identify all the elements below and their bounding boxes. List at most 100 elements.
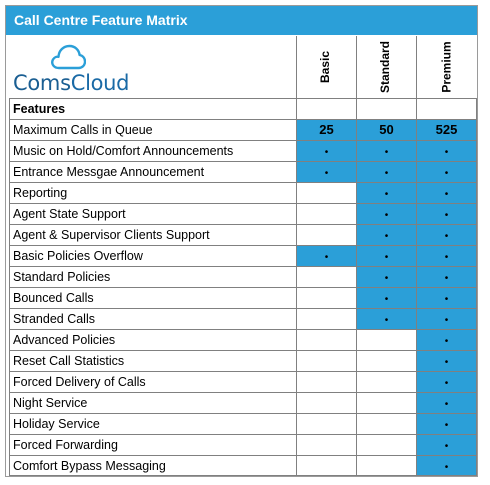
feature-label: Reset Call Statistics (9, 350, 296, 371)
table-row: Bounced Calls • • (6, 287, 477, 308)
table-row: Maximum Calls in Queue 25 50 525 (6, 119, 477, 140)
included-marker: • (384, 273, 389, 284)
tier-cell-basic (296, 413, 356, 434)
tier-cell-basic (296, 329, 356, 350)
tier-cell-premium: • (416, 329, 477, 350)
included-marker: • (444, 168, 449, 179)
included-marker: • (384, 210, 389, 221)
table-row: Basic Policies Overflow • • • (6, 245, 477, 266)
feature-label: Bounced Calls (9, 287, 296, 308)
included-marker: • (324, 147, 329, 158)
tier-cell-basic: • (296, 245, 356, 266)
tier-cell-standard (356, 371, 416, 392)
included-marker: • (444, 231, 449, 242)
page-title: Call Centre Feature Matrix (6, 6, 477, 35)
included-marker: • (444, 210, 449, 221)
tier-cell-standard (356, 350, 416, 371)
included-marker: • (444, 336, 449, 347)
tier-cell-basic (296, 350, 356, 371)
tier-cell-premium: • (416, 455, 477, 476)
feature-label: Stranded Calls (9, 308, 296, 329)
tier-cell-basic (296, 455, 356, 476)
feature-label: Agent & Supervisor Clients Support (9, 224, 296, 245)
tier-cell-premium: • (416, 161, 477, 182)
tier-cell-premium: 525 (416, 119, 477, 140)
included-marker: • (384, 168, 389, 179)
included-marker: • (384, 147, 389, 158)
column-label: Standard (378, 40, 393, 94)
table-row: Advanced Policies • (6, 329, 477, 350)
included-marker: • (384, 189, 389, 200)
tier-cell-basic (296, 287, 356, 308)
tier-cell-basic (296, 434, 356, 455)
feature-label: Entrance Messgae Announcement (9, 161, 296, 182)
tier-cell-standard: • (356, 140, 416, 161)
included-marker: • (444, 147, 449, 158)
table-row: Agent State Support • • (6, 203, 477, 224)
included-marker: • (444, 399, 449, 410)
tier-cell-standard: • (356, 266, 416, 287)
included-marker: • (444, 315, 449, 326)
tier-cell-basic (296, 371, 356, 392)
column-header-basic: Basic (296, 36, 354, 98)
feature-label: Maximum Calls in Queue (9, 119, 296, 140)
tier-cell-standard (356, 455, 416, 476)
limit-value: 525 (435, 122, 458, 137)
tier-cell-standard: • (356, 182, 416, 203)
logo-text-cloud: Cloud (70, 71, 130, 95)
cloud-icon (51, 44, 86, 70)
feature-label: Agent State Support (9, 203, 296, 224)
feature-label: Forced Forwarding (9, 434, 296, 455)
feature-label: Basic Policies Overflow (9, 245, 296, 266)
included-marker: • (324, 252, 329, 263)
feature-label: Music on Hold/Comfort Announcements (9, 140, 296, 161)
tier-cell-standard (356, 413, 416, 434)
column-label: Basic (318, 50, 333, 84)
table-row: Comfort Bypass Messaging • (6, 455, 477, 476)
header-cell (356, 98, 416, 119)
tier-cell-basic (296, 224, 356, 245)
feature-label: Reporting (9, 182, 296, 203)
column-label: Premium (439, 41, 454, 93)
included-marker: • (444, 378, 449, 389)
tier-cell-premium: • (416, 203, 477, 224)
tier-cell-premium: • (416, 140, 477, 161)
included-marker: • (444, 357, 449, 368)
limit-value: 50 (379, 122, 394, 137)
tier-cell-standard: • (356, 161, 416, 182)
tier-cell-basic (296, 308, 356, 329)
included-marker: • (384, 252, 389, 263)
feature-matrix: Call Centre Feature Matrix ComsCloud Bas… (5, 5, 478, 477)
tier-cell-premium: • (416, 245, 477, 266)
included-marker: • (444, 462, 449, 473)
column-header-standard: Standard (356, 36, 414, 98)
tier-cell-premium: • (416, 287, 477, 308)
table-row: Standard Policies • • (6, 266, 477, 287)
tier-cell-standard: • (356, 224, 416, 245)
included-marker: • (384, 315, 389, 326)
feature-label: Night Service (9, 392, 296, 413)
table-row: Agent & Supervisor Clients Support • • (6, 224, 477, 245)
tier-cell-premium: • (416, 413, 477, 434)
included-marker: • (444, 294, 449, 305)
included-marker: • (444, 441, 449, 452)
included-marker: • (324, 168, 329, 179)
tier-cell-standard (356, 392, 416, 413)
included-marker: • (444, 273, 449, 284)
tier-cell-basic (296, 182, 356, 203)
tier-cell-basic (296, 203, 356, 224)
features-header: Features (9, 98, 296, 119)
tier-cell-standard: • (356, 245, 416, 266)
table-row: Stranded Calls • • (6, 308, 477, 329)
column-header-premium: Premium (416, 36, 477, 98)
tier-cell-standard: • (356, 287, 416, 308)
tier-cell-basic (296, 392, 356, 413)
header-cell (296, 98, 356, 119)
tier-cell-standard (356, 329, 416, 350)
header-cell (416, 98, 477, 119)
tier-cell-standard (356, 434, 416, 455)
feature-label: Holiday Service (9, 413, 296, 434)
tier-cell-premium: • (416, 392, 477, 413)
table-row: Reset Call Statistics • (6, 350, 477, 371)
tier-cell-basic (296, 266, 356, 287)
